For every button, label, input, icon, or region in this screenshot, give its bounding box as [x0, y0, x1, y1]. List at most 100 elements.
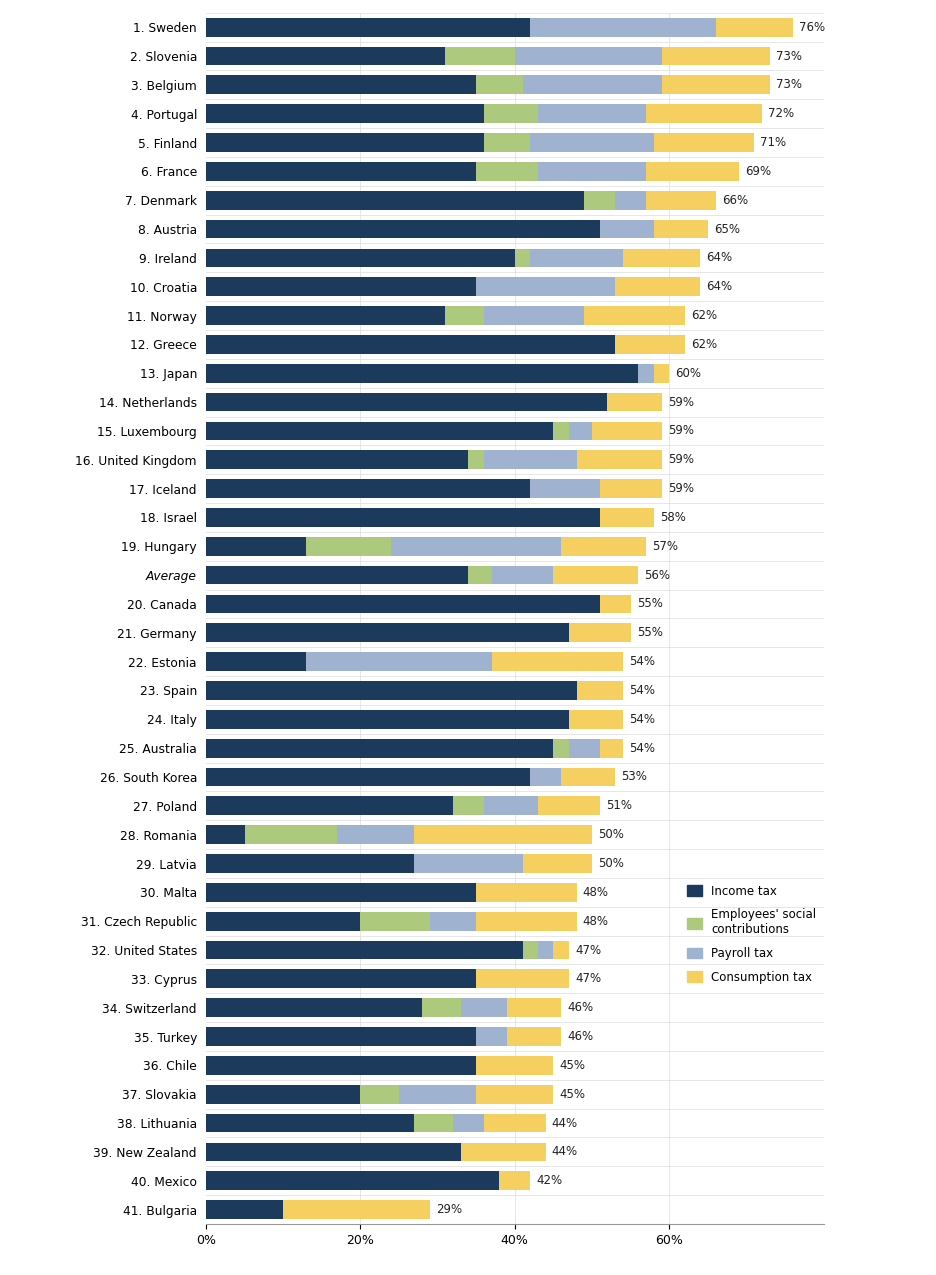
Text: 53%: 53% [622, 770, 647, 784]
Bar [206, 249, 515, 268]
Bar [600, 738, 623, 757]
Bar [615, 335, 685, 353]
Text: 46%: 46% [567, 1030, 593, 1043]
Text: 29%: 29% [436, 1204, 462, 1216]
Bar [553, 941, 569, 959]
Bar [491, 566, 553, 584]
Bar [206, 768, 531, 787]
Bar [654, 219, 708, 238]
Bar [206, 507, 600, 527]
Text: 71%: 71% [760, 136, 786, 149]
Bar [646, 162, 739, 181]
Bar [206, 854, 415, 873]
Bar [206, 710, 569, 729]
Bar [206, 884, 476, 901]
Bar [461, 1142, 546, 1162]
Bar [662, 75, 769, 94]
Bar [584, 306, 685, 325]
Bar [515, 249, 530, 268]
Text: 56%: 56% [645, 569, 670, 581]
Bar [562, 537, 646, 556]
Text: 62%: 62% [691, 309, 717, 323]
Text: 64%: 64% [707, 251, 733, 264]
Text: 47%: 47% [575, 973, 601, 986]
Bar [206, 681, 577, 700]
Bar [484, 450, 577, 469]
Text: 48%: 48% [583, 914, 608, 928]
Bar [206, 1113, 415, 1132]
Bar [484, 1113, 546, 1132]
Bar [206, 998, 422, 1017]
Bar [553, 566, 638, 584]
Bar [531, 133, 654, 152]
Text: 45%: 45% [560, 1058, 586, 1072]
Bar [600, 507, 653, 527]
Bar [391, 537, 562, 556]
Bar [206, 623, 569, 643]
Bar [476, 969, 569, 988]
Text: 50%: 50% [598, 857, 624, 870]
Bar [646, 105, 762, 124]
Bar [577, 450, 662, 469]
Bar [206, 969, 476, 988]
Text: 62%: 62% [691, 338, 717, 351]
Bar [515, 47, 662, 65]
Bar [206, 278, 476, 296]
Text: 54%: 54% [629, 655, 655, 668]
Bar [553, 738, 569, 757]
Bar [469, 450, 484, 469]
Bar [531, 249, 623, 268]
Bar [206, 306, 446, 325]
Bar [569, 623, 631, 643]
Bar [206, 1200, 283, 1219]
Bar [638, 363, 653, 382]
Bar [360, 1085, 399, 1104]
Bar [484, 133, 531, 152]
Bar [469, 566, 491, 584]
Text: 54%: 54% [629, 713, 655, 725]
Bar [453, 797, 484, 815]
Text: 44%: 44% [552, 1117, 578, 1130]
Text: 59%: 59% [667, 453, 694, 467]
Text: 73%: 73% [776, 78, 802, 92]
Bar [553, 422, 569, 440]
Bar [476, 278, 615, 296]
Bar [337, 825, 415, 844]
Bar [453, 1113, 484, 1132]
Bar [476, 162, 538, 181]
Text: 48%: 48% [583, 886, 608, 899]
Text: 46%: 46% [567, 1001, 593, 1014]
Bar [206, 594, 600, 613]
Bar [476, 1085, 553, 1104]
Bar [244, 825, 337, 844]
Bar [600, 219, 653, 238]
Bar [538, 105, 646, 124]
Bar [592, 422, 662, 440]
Bar [522, 941, 538, 959]
Text: 47%: 47% [575, 944, 601, 956]
Text: 64%: 64% [707, 280, 733, 293]
Text: 55%: 55% [636, 626, 663, 639]
Text: 59%: 59% [667, 425, 694, 437]
Bar [654, 363, 669, 382]
Bar [531, 768, 562, 787]
Bar [206, 422, 553, 440]
Bar [206, 162, 476, 181]
Bar [600, 479, 662, 499]
Bar [206, 1056, 476, 1075]
Text: 72%: 72% [768, 107, 795, 120]
Bar [476, 912, 577, 931]
Bar [538, 797, 600, 815]
Bar [531, 18, 716, 37]
Bar [206, 335, 615, 353]
Bar [531, 479, 600, 499]
Bar [491, 653, 623, 671]
Text: 42%: 42% [536, 1174, 563, 1187]
Bar [206, 75, 476, 94]
Bar [206, 1142, 461, 1162]
Bar [716, 18, 793, 37]
Bar [206, 1028, 476, 1046]
Bar [662, 47, 769, 65]
Bar [615, 191, 646, 209]
Bar [206, 105, 484, 124]
